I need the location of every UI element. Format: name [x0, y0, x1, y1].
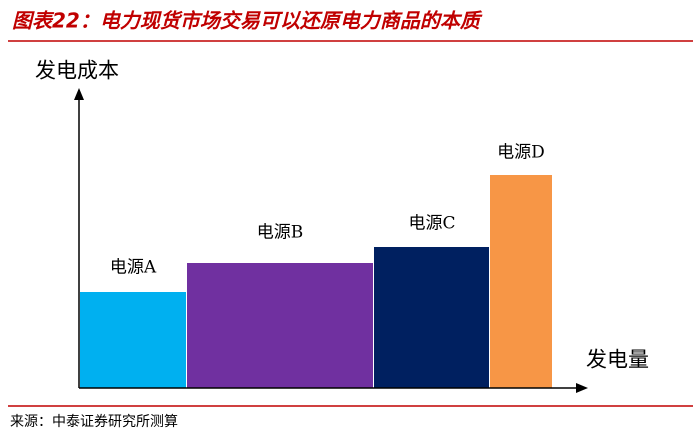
- source: 来源：中泰证券研究所测算: [10, 414, 178, 430]
- block-label: 电源B: [257, 223, 304, 243]
- block-label: 电源A: [110, 258, 157, 278]
- block-label: 电源D: [497, 143, 545, 163]
- block-c: [374, 247, 489, 388]
- title: 图表22：电力现货市场交易可以还原电力商品的本质: [12, 9, 483, 33]
- block-a: [80, 292, 186, 388]
- x-arrow: [576, 383, 588, 393]
- x-axis-label: 发电量: [586, 348, 649, 372]
- y-axis-label: 发电成本: [35, 59, 119, 83]
- y-arrow: [74, 88, 84, 100]
- block-d: [490, 175, 552, 388]
- block-b: [187, 263, 373, 388]
- block-label: 电源C: [408, 214, 455, 234]
